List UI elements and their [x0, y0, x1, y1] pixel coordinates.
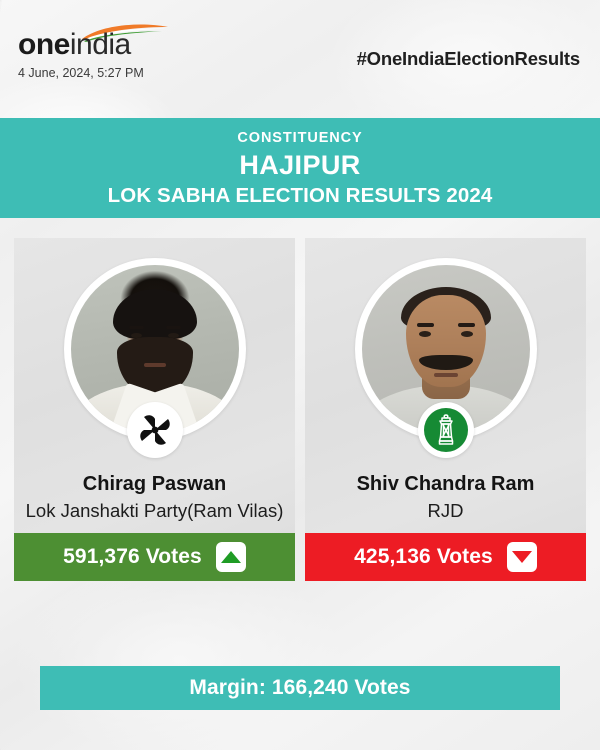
lantern-symbol-icon: [438, 414, 453, 445]
hashtag: #OneIndiaElectionResults: [356, 48, 581, 69]
candidate-party: Lok Janshakti Party(Ram Vilas): [25, 500, 284, 521]
vote-count-bar: 591,376 Votes: [14, 533, 295, 581]
logo-wordmark: oneindia: [18, 28, 131, 62]
timestamp: 4 June, 2024, 5:27 PM: [18, 66, 144, 80]
candidate-photo-block: [354, 258, 537, 458]
election-subtitle: LOK SABHA ELECTION RESULTS 2024: [107, 184, 493, 207]
candidate-name: Chirag Paswan: [82, 473, 227, 495]
vote-count-bar: 425,136 Votes: [305, 533, 586, 581]
logo-india-text: india: [69, 28, 131, 61]
candidate-name: Shiv Chandra Ram: [356, 473, 535, 495]
helicopter-symbol-icon: [139, 415, 170, 445]
arrow-up-icon: [215, 542, 246, 572]
page-header: oneindia 4 June, 2024, 5:27 PM #OneIndia…: [0, 0, 600, 118]
constituency-banner: CONSTITUENCY HAJIPUR LOK SABHA ELECTION …: [0, 118, 600, 218]
candidate-party: RJD: [427, 500, 464, 521]
symbol-disc: [423, 408, 468, 452]
candidate-photo-block: [63, 258, 246, 458]
arrow-down-icon: [506, 542, 537, 572]
candidate-cards: Chirag Paswan Lok Janshakti Party(Ram Vi…: [14, 238, 586, 581]
candidate-photo: [70, 265, 239, 433]
margin-bar: Margin: 166,240 Votes: [40, 666, 560, 710]
party-symbol-badge: [126, 402, 183, 458]
party-symbol-badge: [417, 402, 474, 458]
tricolor-swoosh-icon: [82, 24, 168, 42]
candidate-card-winner[interactable]: Chirag Paswan Lok Janshakti Party(Ram Vi…: [14, 238, 295, 581]
candidate-card-runnerup[interactable]: Shiv Chandra Ram RJD 425,136 Votes: [305, 238, 586, 581]
vote-count-text: 425,136 Votes: [354, 545, 493, 568]
logo-one-text: one: [18, 28, 70, 61]
oneindia-logo: oneindia: [18, 22, 228, 62]
constituency-name: HAJIPUR: [239, 150, 361, 180]
brand-block: oneindia 4 June, 2024, 5:27 PM: [18, 22, 228, 80]
vote-count-text: 591,376 Votes: [63, 545, 202, 568]
constituency-label: CONSTITUENCY: [237, 130, 363, 146]
